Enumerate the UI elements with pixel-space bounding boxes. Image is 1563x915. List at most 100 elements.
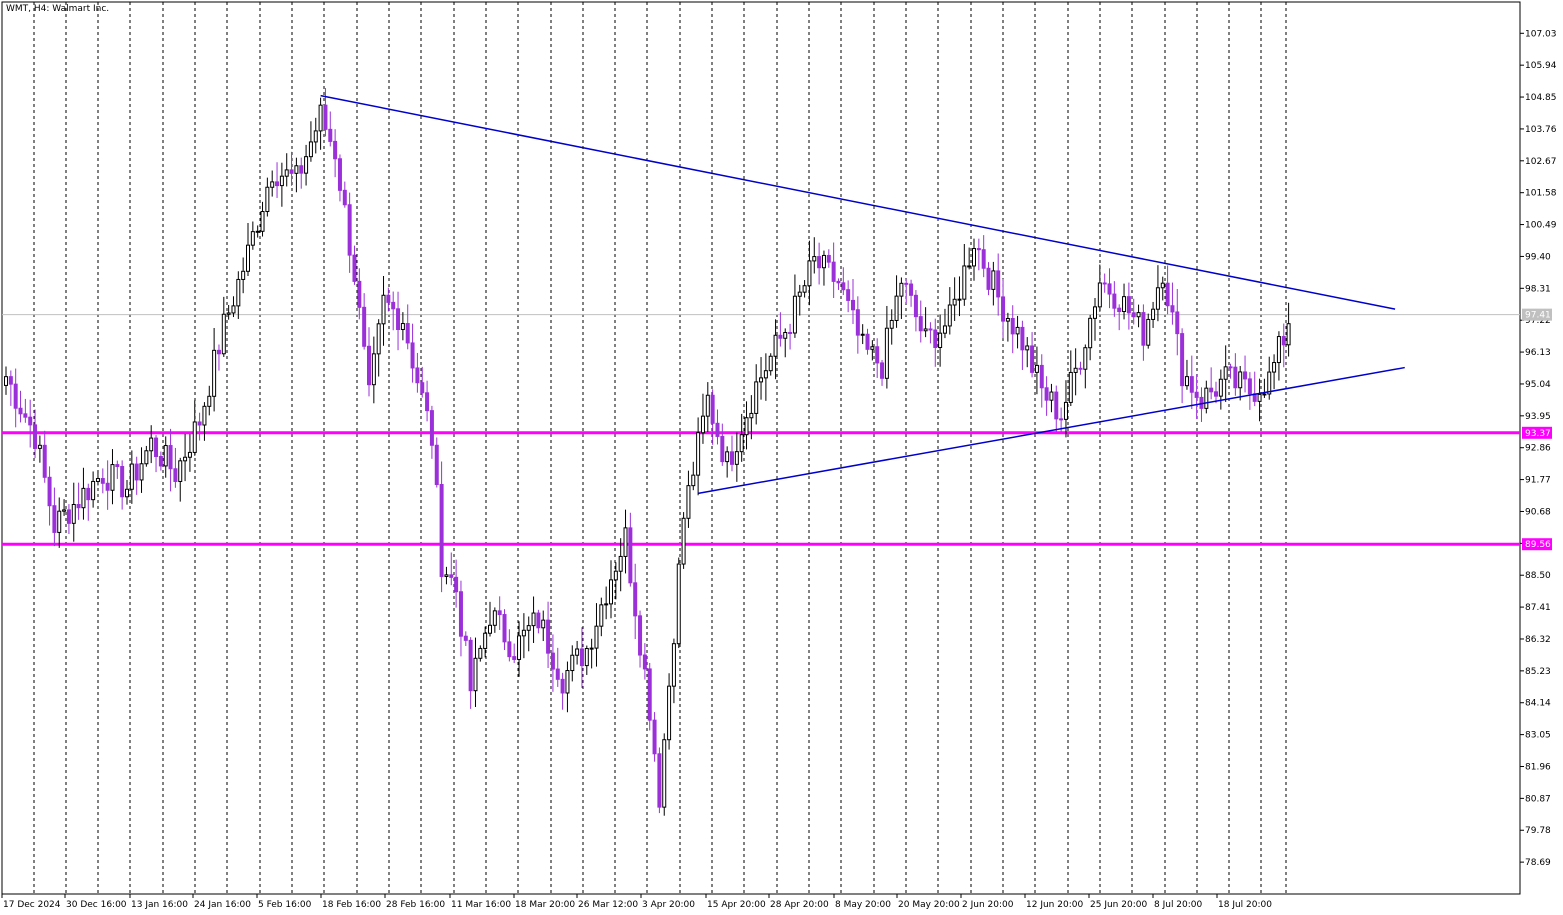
bull-candle	[149, 437, 154, 452]
time-axis: 17 Dec 2024 30 Dec 16:00 13 Jan 16:00 24 Ja…	[1, 894, 1272, 910]
bull-candle	[1276, 336, 1281, 364]
bull-candle	[783, 331, 788, 339]
bull-candle	[681, 517, 686, 565]
bull-candle	[231, 305, 236, 314]
bull-candle	[1262, 393, 1267, 396]
bull-candle	[1267, 371, 1272, 395]
bear-candle	[1228, 366, 1233, 369]
bull-candle	[284, 169, 289, 177]
horizontal-levels[interactable]	[2, 431, 1520, 546]
bear-candle	[1030, 345, 1035, 373]
bull-candle	[749, 412, 754, 419]
bull-candle	[570, 654, 575, 672]
bull-candle	[773, 334, 778, 357]
bear-candle	[710, 394, 715, 424]
bear-candle	[100, 478, 105, 484]
price-tick-label: 91.77	[1525, 476, 1551, 486]
bear-candle	[328, 128, 333, 142]
bull-candle	[4, 376, 8, 386]
bear-candle	[1112, 293, 1117, 309]
bear-candle	[647, 668, 652, 721]
plot-frame	[1, 1, 1521, 895]
bull-candle	[1015, 326, 1020, 335]
bull-candle	[671, 643, 676, 687]
bull-candle	[947, 304, 952, 327]
bull-candle	[478, 647, 483, 659]
trendline[interactable]	[697, 366, 1405, 495]
bear-candle	[120, 466, 125, 498]
bull-candle	[1063, 401, 1068, 420]
bear-candle	[468, 639, 473, 692]
time-tick-label: 8 Jul 20:00	[1154, 900, 1203, 910]
bull-candle	[802, 285, 807, 293]
bear-candle	[33, 424, 38, 449]
bear-candle	[463, 635, 468, 641]
bear-candle	[1209, 387, 1214, 393]
bull-candle	[531, 612, 536, 627]
price-tick-label: 85.23	[1525, 667, 1551, 677]
bull-candle	[938, 332, 943, 348]
price-tick-label: 90.68	[1525, 507, 1551, 517]
bear-candle	[778, 334, 783, 339]
trendline[interactable]	[320, 94, 1396, 310]
bull-candle	[246, 244, 250, 272]
price-tick-label: 100.49	[1525, 221, 1557, 231]
bull-candle	[889, 319, 894, 329]
bear-candle	[1247, 378, 1252, 395]
bear-candle	[550, 652, 555, 670]
bull-candle	[604, 603, 609, 606]
bull-candle	[541, 619, 546, 629]
bull-candle	[812, 256, 817, 262]
bull-candle	[705, 394, 710, 417]
bull-candle	[860, 333, 865, 336]
price-tick-label: 87.41	[1525, 603, 1551, 613]
bear-candle	[168, 445, 173, 470]
bull-candle	[91, 480, 96, 501]
time-tick-label: 20 May 20:00	[898, 900, 960, 910]
bull-candle	[792, 295, 797, 334]
bear-candle	[875, 346, 880, 364]
bear-candle	[134, 463, 139, 481]
bear-candle	[429, 410, 434, 446]
bear-candle	[652, 719, 657, 755]
price-tick-label: 101.58	[1525, 189, 1557, 199]
bull-candle	[759, 377, 764, 383]
bear-candle	[1126, 296, 1131, 314]
level-price-label: 89.56	[1525, 540, 1551, 550]
bull-candle	[241, 270, 246, 280]
time-tick-label: 24 Jan 16:00	[194, 900, 251, 910]
bear-candle	[507, 641, 512, 658]
bear-candle	[410, 342, 415, 369]
trendlines[interactable]	[320, 94, 1405, 495]
bear-candle	[865, 333, 870, 350]
bear-candle	[918, 316, 923, 332]
candlesticks	[4, 88, 1291, 816]
bull-candle	[1083, 347, 1088, 370]
bull-candle	[1093, 306, 1097, 319]
time-tick-label: 8 May 20:00	[835, 900, 891, 910]
bull-candle	[807, 260, 812, 287]
bull-candle	[202, 405, 207, 426]
price-tick-label: 80.87	[1525, 794, 1551, 804]
bull-candle	[521, 629, 526, 637]
bull-candle	[768, 355, 773, 372]
bull-candle	[1155, 287, 1160, 310]
bear-candle	[405, 323, 410, 344]
bull-candle	[1238, 371, 1243, 389]
bear-candle	[415, 367, 420, 384]
bear-candle	[1020, 326, 1025, 351]
level-price-tag	[1522, 426, 1552, 439]
bull-candle	[884, 327, 889, 379]
bull-candle	[1068, 371, 1073, 403]
bear-candle	[909, 283, 914, 296]
bear-candle	[454, 576, 459, 593]
time-tick-label: 18 Jul 20:00	[1218, 900, 1272, 910]
bull-candle	[57, 510, 62, 533]
bull-candle	[517, 635, 522, 660]
chart-title: WMT, H4: Walmart Inc.	[6, 4, 110, 14]
time-tick-label: 3 Apr 20:00	[642, 900, 695, 910]
bear-candle	[337, 158, 342, 191]
time-tick-label: 25 Jun 20:00	[1090, 900, 1147, 910]
bear-candle	[502, 614, 507, 643]
